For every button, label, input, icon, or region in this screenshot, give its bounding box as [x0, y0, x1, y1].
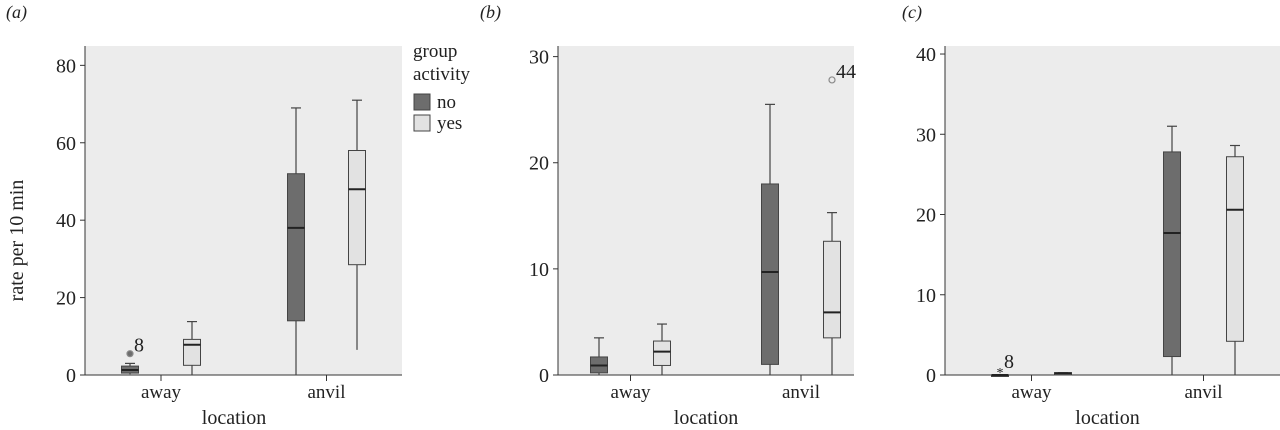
- y-axis-label: rate per 10 min: [6, 180, 28, 302]
- x-tick-label: away: [141, 382, 182, 403]
- box-yes-away: [653, 323, 671, 375]
- box-iqr: [287, 173, 305, 322]
- legend-label-no: no: [437, 92, 456, 113]
- y-tick-label: 0: [926, 365, 936, 387]
- box-yes-anvil: [1226, 144, 1244, 375]
- panel-label: (c): [902, 2, 922, 23]
- box-no-anvil: [1163, 125, 1181, 375]
- x-tick-label: anvil: [782, 382, 820, 403]
- x-axis-label: location: [674, 407, 738, 429]
- y-tick-label: 40: [56, 210, 76, 232]
- y-tick-label: 30: [529, 47, 549, 69]
- outlier-label: 44: [836, 61, 856, 83]
- x-tick-label: away: [610, 382, 651, 403]
- y-tick-label: 10: [916, 285, 936, 307]
- plot-area: [558, 46, 854, 375]
- legend-swatch-no: [413, 93, 431, 111]
- y-tick-label: 60: [56, 133, 76, 155]
- x-tick-label: away: [1011, 382, 1052, 403]
- outlier-marker: [126, 350, 134, 358]
- legend-title: activity: [413, 64, 470, 85]
- y-tick-label: 10: [529, 259, 549, 281]
- box-no-away: 8: [121, 335, 144, 375]
- y-tick-label: 20: [916, 205, 936, 227]
- x-axis-label: location: [202, 407, 266, 429]
- box-iqr: [761, 183, 779, 365]
- panel-2: (c) 0 10 20 30 40 away anvil location *8: [902, 2, 1280, 429]
- box-no-away: *8: [991, 351, 1014, 381]
- outlier-marker: [828, 76, 836, 84]
- y-tick-label: 20: [529, 153, 549, 175]
- legend-swatch-yes: [413, 114, 431, 132]
- panel-0: (a) 0 20 40 60 80 away anvil location rate per 10…: [6, 2, 402, 429]
- box-no-anvil: [287, 107, 305, 375]
- y-tick-label: 40: [916, 44, 936, 66]
- x-tick-label: anvil: [1185, 382, 1223, 403]
- box-yes-away: [183, 320, 201, 375]
- box-iqr: [1163, 151, 1181, 358]
- y-tick-label: 80: [56, 55, 76, 77]
- legend-title: group: [413, 41, 457, 62]
- panel-label: (b): [480, 2, 501, 23]
- y-tick-label: 20: [56, 288, 76, 310]
- box-iqr: [653, 340, 671, 366]
- box-yes-anvil: [348, 99, 366, 350]
- outlier-label: 8: [134, 335, 144, 357]
- legend-label-yes: yes: [437, 113, 462, 134]
- box-no-anvil: [761, 103, 779, 375]
- panel-label: (a): [6, 2, 27, 23]
- panel-1: (b) 0 10 20 30 away anvil location 44: [480, 2, 856, 429]
- x-tick-label: anvil: [308, 382, 346, 403]
- x-axis-label: location: [1075, 407, 1139, 429]
- y-tick-label: 0: [66, 365, 76, 387]
- box-iqr: [348, 150, 366, 266]
- box-yes-anvil: 44: [823, 61, 856, 375]
- box-iqr: [1226, 156, 1244, 342]
- box-iqr: [183, 338, 201, 366]
- plot-area: [945, 46, 1280, 375]
- outlier-marker: *: [997, 366, 1004, 381]
- outlier-label: 8: [1004, 351, 1014, 373]
- y-tick-label: 30: [916, 124, 936, 146]
- box-yes-away: [1054, 371, 1072, 376]
- y-tick-label: 0: [539, 365, 549, 387]
- box-no-away: [590, 337, 608, 375]
- box-iqr: [823, 240, 841, 339]
